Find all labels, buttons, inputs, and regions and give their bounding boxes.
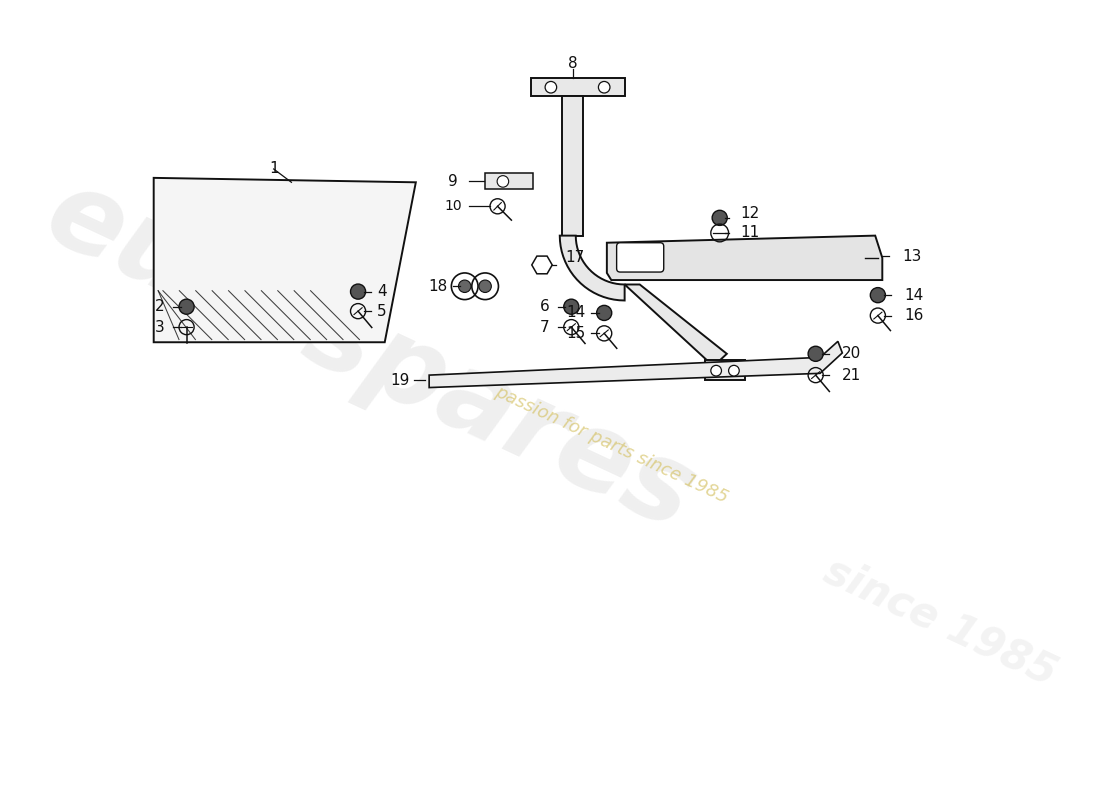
Text: 19: 19 [390,373,409,388]
Polygon shape [154,178,416,342]
Text: 2: 2 [155,299,165,314]
Circle shape [351,284,365,299]
Text: 17: 17 [565,250,584,266]
Text: 10: 10 [444,199,462,214]
Text: since 1985: since 1985 [817,550,1063,694]
Polygon shape [705,360,745,381]
Circle shape [712,210,727,226]
Text: 14: 14 [904,288,924,302]
Text: 16: 16 [904,308,924,323]
Text: 6: 6 [540,299,550,314]
Text: 7: 7 [540,320,550,334]
Circle shape [870,287,886,302]
Circle shape [546,82,557,93]
Circle shape [711,366,722,376]
Text: 9: 9 [449,174,458,189]
Circle shape [497,176,508,187]
Circle shape [808,346,823,362]
Text: 14: 14 [566,306,585,321]
Text: 8: 8 [569,56,578,70]
Polygon shape [531,78,625,96]
Text: 20: 20 [843,346,861,362]
Text: 1: 1 [268,162,278,177]
FancyBboxPatch shape [617,242,663,272]
Circle shape [598,82,611,93]
Text: 11: 11 [740,226,759,241]
Circle shape [564,299,579,314]
Polygon shape [560,236,625,301]
Text: eurospares: eurospares [31,158,713,553]
Circle shape [179,299,194,314]
Text: 3: 3 [155,320,165,334]
Polygon shape [607,236,882,280]
Polygon shape [429,342,843,387]
Text: 12: 12 [740,206,759,221]
Circle shape [596,306,612,321]
Polygon shape [562,96,583,236]
Text: 18: 18 [428,278,448,294]
Circle shape [478,280,492,293]
Text: 5: 5 [377,304,387,318]
Text: 13: 13 [903,249,922,263]
Polygon shape [485,174,534,189]
Circle shape [459,280,471,293]
Text: 4: 4 [377,284,387,299]
Text: passion for parts since 1985: passion for parts since 1985 [492,382,730,506]
Text: 15: 15 [566,326,585,341]
Circle shape [728,366,739,376]
Text: 21: 21 [843,368,861,382]
Polygon shape [625,285,727,366]
